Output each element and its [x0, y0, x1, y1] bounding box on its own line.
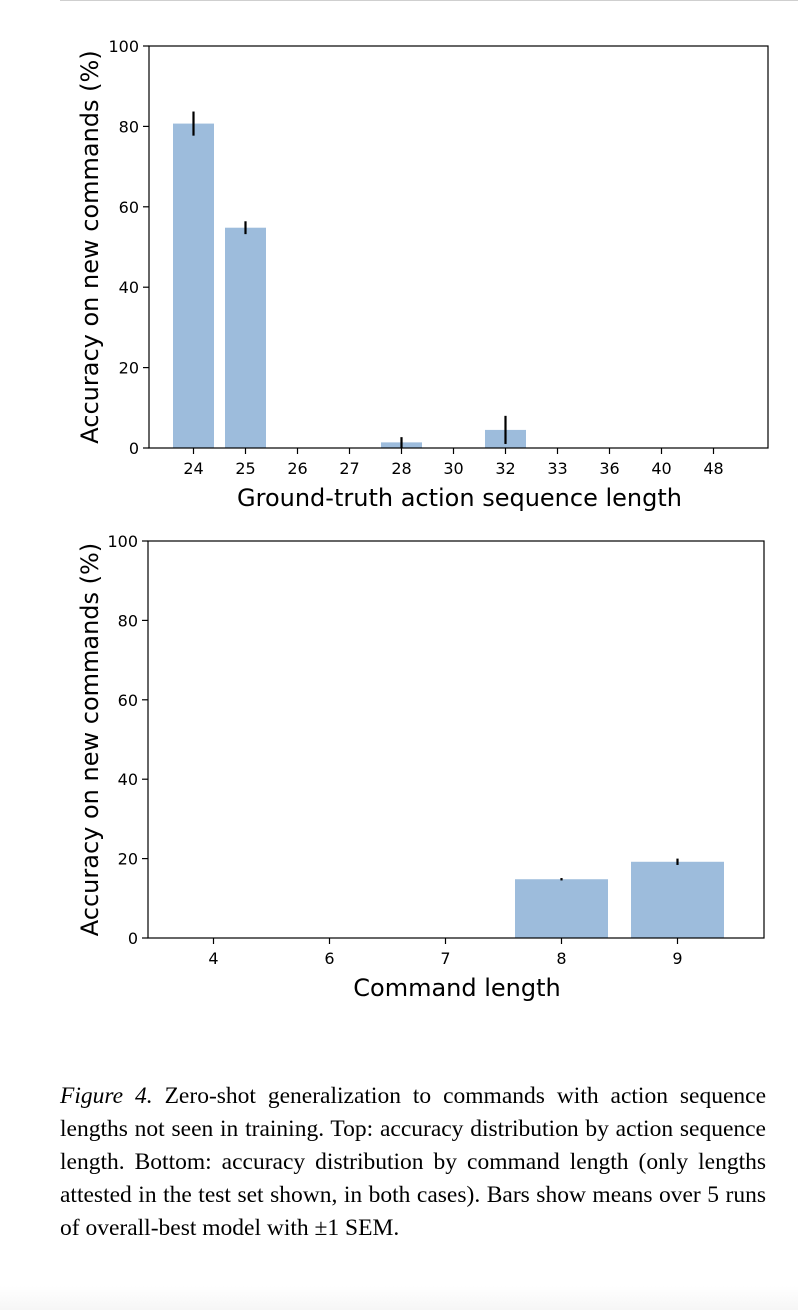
y-tick-label: 60: [118, 691, 138, 710]
y-tick-label: 60: [119, 198, 139, 217]
x-axis-label: Command length: [353, 974, 560, 1002]
x-tick-label-6: 6: [324, 949, 334, 968]
top-rule: [60, 0, 798, 1]
x-axis-label: Ground-truth action sequence length: [237, 484, 682, 512]
x-tick-label-8: 8: [556, 949, 566, 968]
y-tick-label: 100: [108, 37, 139, 56]
caption-label: Figure 4.: [60, 1083, 153, 1109]
y-tick-label: 0: [129, 439, 139, 458]
y-axis-label: Accuracy on new commands (%): [76, 50, 104, 443]
y-axis-label: Accuracy on new commands (%): [76, 543, 104, 936]
bar-8: [515, 879, 608, 938]
plot-frame: [148, 45, 769, 449]
x-tick-label-32: 32: [495, 459, 515, 478]
y-tick-label: 20: [119, 359, 139, 378]
plot-frame: [147, 540, 765, 939]
x-tick-label-36: 36: [599, 459, 619, 478]
x-tick-label-7: 7: [440, 949, 450, 968]
bar-9: [631, 861, 724, 938]
bar-25: [225, 227, 266, 448]
chart-command-length: 0 20 40 60 80 100 4 6 7 8 9 Command length Accura…: [76, 532, 765, 1002]
y-tick-label: 40: [118, 770, 138, 789]
page-bottom-edge: [0, 1286, 798, 1310]
y-tick-label: 80: [119, 117, 139, 136]
caption-text: Zero-shot generalization to commands wit…: [60, 1083, 766, 1241]
x-tick-label-25: 25: [235, 459, 255, 478]
y-tick-label: 40: [119, 278, 139, 297]
x-tick-label-24: 24: [183, 459, 203, 478]
x-tick-label-9: 9: [672, 949, 682, 968]
y-tick-label: 0: [128, 929, 138, 948]
x-tick-label-26: 26: [287, 459, 307, 478]
y-tick-label: 100: [107, 532, 138, 551]
x-tick-label-27: 27: [339, 459, 359, 478]
y-tick-label: 80: [118, 611, 138, 630]
y-tick-label: 20: [118, 850, 138, 869]
chart-action-sequence-length: 0 20 40 60 80 100 24 25 26 27 28 30 32 33 36 40 48 Grou…: [76, 37, 769, 512]
bar-24: [173, 123, 214, 448]
x-tick-label-48: 48: [703, 459, 723, 478]
x-tick-label-33: 33: [547, 459, 567, 478]
x-tick-label-40: 40: [651, 459, 671, 478]
figure-caption: Figure 4. Zero-shot generalization to co…: [60, 1080, 766, 1245]
x-tick-label-28: 28: [391, 459, 411, 478]
x-tick-label-4: 4: [208, 949, 218, 968]
x-tick-label-30: 30: [443, 459, 463, 478]
